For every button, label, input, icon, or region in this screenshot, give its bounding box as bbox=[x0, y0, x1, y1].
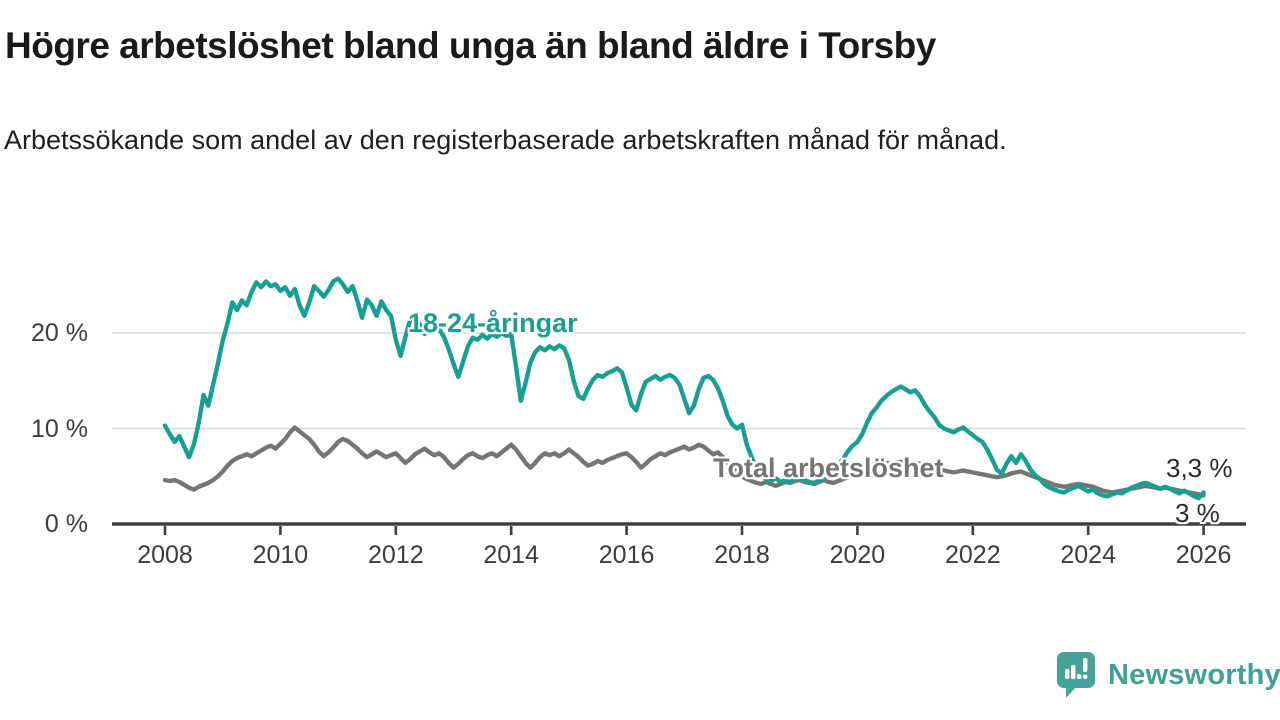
x-axis-label-2022: 2022 bbox=[944, 541, 1001, 569]
x-axis-label-2024: 2024 bbox=[1060, 541, 1116, 569]
x-axis-label-2008: 2008 bbox=[137, 541, 193, 569]
series-label-total: Total arbetslöshet bbox=[713, 453, 944, 483]
x-axis-label-2016: 2016 bbox=[598, 541, 655, 569]
x-axis-label-2012: 2012 bbox=[367, 541, 424, 569]
y-axis-label-20: 20 % bbox=[31, 319, 88, 347]
y-axis-label-10: 10 % bbox=[31, 414, 88, 443]
x-axis-label-2018: 2018 bbox=[714, 541, 770, 569]
brand-name: Newsworthy bbox=[1108, 658, 1280, 691]
series-line-total bbox=[162, 425, 1206, 498]
series-label-youth: 18-24-åringar bbox=[408, 308, 578, 338]
y-axis-label-0: 0 % bbox=[44, 510, 88, 538]
newsworthy-speech-bubble-chart-icon bbox=[1057, 652, 1095, 698]
x-axis-label-2014: 2014 bbox=[483, 541, 539, 569]
x-axis-label-2020: 2020 bbox=[829, 541, 886, 569]
end-value-label-total: 3 % bbox=[1175, 498, 1220, 528]
x-axis-label-2010: 2010 bbox=[252, 541, 309, 569]
page-title: Högre arbetslöshet bland unga än bland ä… bbox=[5, 25, 936, 66]
series-line-youth bbox=[162, 276, 1206, 501]
chart-subtitle: Arbetssökande som andel av den registerb… bbox=[4, 125, 1007, 155]
end-value-label-youth: 3,3 % bbox=[1166, 453, 1233, 483]
newsworthy-logo: Newsworthy bbox=[1056, 650, 1280, 700]
x-axis-label-2026: 2026 bbox=[1175, 541, 1232, 569]
